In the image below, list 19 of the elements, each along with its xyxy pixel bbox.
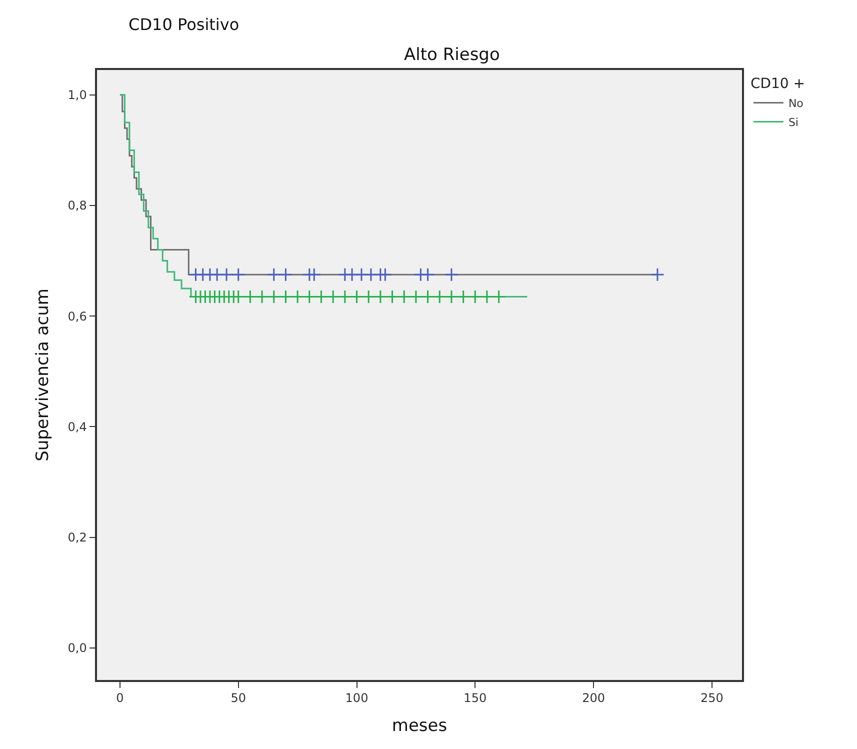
x-tick-label: 150 (464, 691, 487, 706)
x-axis-title: meses (392, 716, 448, 736)
x-tick-label: 0 (116, 691, 124, 706)
legend-title: CD10 + (750, 76, 806, 92)
x-tick-label: 250 (700, 691, 724, 706)
y-tick-label: 0,0 (68, 641, 87, 656)
x-tick-label: 50 (230, 691, 246, 706)
y-tick-label: 0,4 (68, 420, 87, 434)
chart-subtitle: Alto Riesgo (404, 45, 500, 65)
legend-label: Si (788, 116, 798, 129)
x-tick-label: 100 (345, 691, 368, 706)
x-tick-label: 200 (582, 691, 605, 706)
y-tick-label: 0,8 (68, 198, 87, 213)
y-tick-label: 0,2 (68, 530, 87, 545)
y-tick-label: 1,0 (68, 88, 87, 102)
chart-title: CD10 Positivo (128, 14, 240, 34)
legend-label: No (788, 96, 804, 110)
y-tick-label: 0,6 (68, 309, 87, 324)
y-axis-title: Supervivencia acum (32, 288, 53, 462)
